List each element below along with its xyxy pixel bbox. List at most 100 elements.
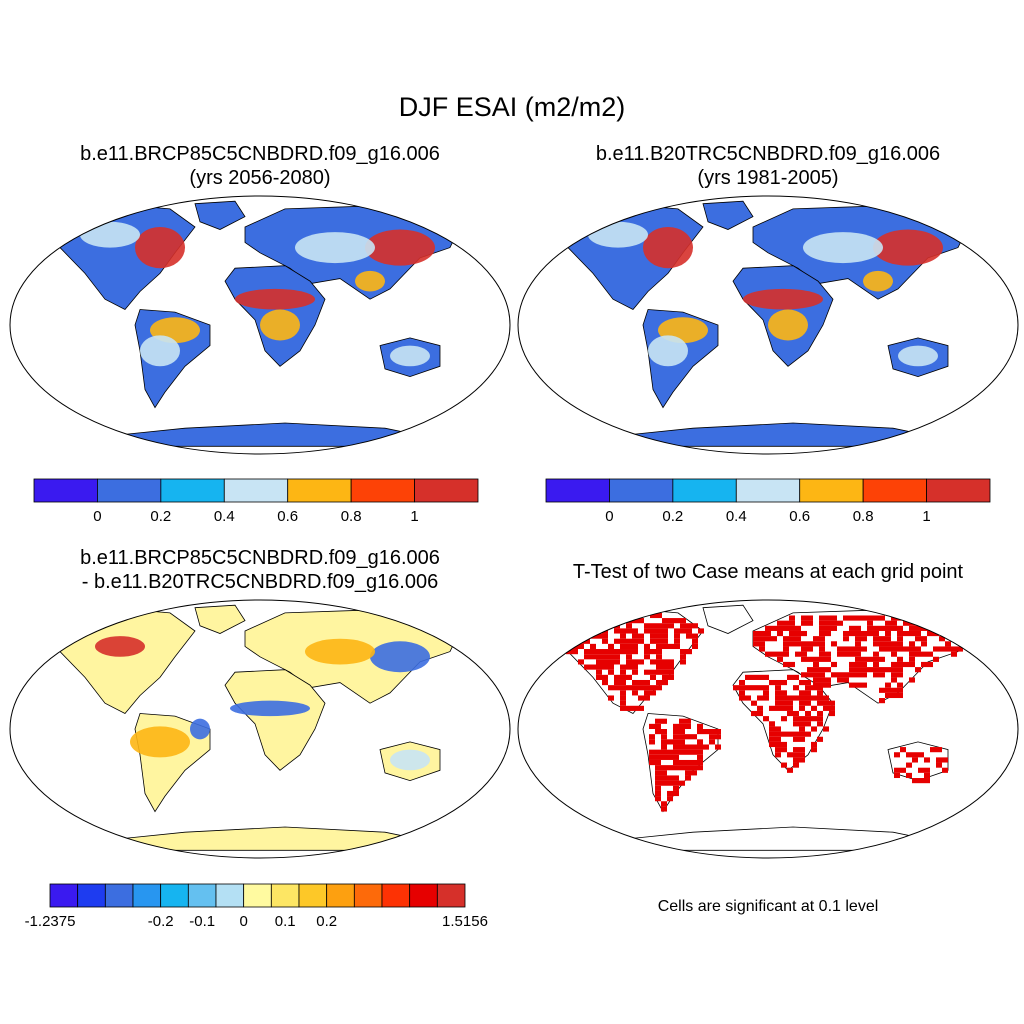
significant-cell: [673, 785, 679, 791]
significant-cell: [897, 687, 903, 693]
significant-cell: [783, 636, 789, 642]
colorbar-swatch: [350, 478, 415, 503]
panel-2-title-line1: b.e11.B20TRC5CNBDRD.f09_g16.006: [595, 143, 941, 165]
significant-cell: [801, 620, 807, 626]
map-region-1: [588, 221, 648, 248]
significant-cell: [831, 672, 837, 678]
significant-cell: [572, 638, 578, 644]
significant-cell: [817, 695, 823, 701]
significant-cell: [921, 636, 927, 642]
significant-cell: [781, 695, 787, 701]
significant-cell: [855, 682, 861, 688]
map-region-3: [370, 641, 430, 673]
colorbar-swatch: [160, 478, 225, 503]
significant-cell: [897, 672, 903, 678]
significant-cell: [620, 649, 626, 655]
significant-cell: [855, 636, 861, 642]
significant-cell: [679, 729, 685, 735]
significant-cell: [673, 744, 679, 750]
significant-cell: [939, 646, 945, 652]
significant-cell: [697, 729, 703, 735]
significant-cell: [855, 656, 861, 662]
significant-cell: [861, 656, 867, 662]
significant-cell: [909, 651, 915, 657]
significant-cell: [855, 641, 861, 647]
significant-cell: [861, 630, 867, 637]
map-region-8: [390, 345, 430, 367]
significant-cell: [861, 615, 867, 621]
significant-cell: [620, 700, 626, 706]
significant-cell: [602, 633, 608, 639]
significant-cell: [813, 656, 819, 662]
significant-cell: [855, 646, 861, 652]
map-region-5: [260, 309, 300, 341]
colorbar-swatch: [926, 478, 991, 503]
significant-cell: [799, 705, 805, 711]
significant-cell: [807, 656, 813, 662]
significant-cell: [638, 679, 644, 686]
significant-cell: [879, 687, 885, 693]
significant-cell: [685, 723, 691, 729]
significant-cell: [855, 667, 861, 673]
significant-cell: [656, 679, 662, 686]
significant-cell: [781, 741, 787, 748]
significant-cell: [781, 762, 787, 768]
significant-cell: [843, 646, 849, 652]
significant-cell: [849, 615, 855, 621]
significant-cell: [662, 618, 668, 624]
significant-cell: [765, 625, 771, 631]
significant-cell: [673, 765, 679, 771]
main-title: DJF ESAI (m2/m2): [398, 92, 626, 122]
significant-cell: [649, 723, 655, 729]
panel-3-title: b.e11.BRCP85C5CNBDRD.f09_g16.006 - b.e11…: [20, 546, 500, 594]
significant-cell: [578, 623, 584, 629]
significant-cell: [614, 685, 620, 691]
significant-cell: [661, 770, 667, 776]
significant-cell: [656, 638, 662, 644]
significant-cell: [739, 695, 745, 701]
significant-cell: [927, 661, 933, 668]
significant-cell: [620, 685, 626, 691]
colorbar-label: 0.8: [341, 508, 362, 525]
significant-cell: [963, 630, 969, 637]
significant-cell: [775, 741, 781, 748]
significant-cell: [801, 615, 807, 621]
significant-cell: [572, 649, 578, 655]
colorbar-swatch: [287, 478, 352, 503]
significant-cell: [906, 762, 912, 768]
significant-cell: [787, 752, 793, 758]
significant-cell: [781, 690, 787, 696]
panel-1-title-line1: b.e11.BRCP85C5CNBDRD.f09_g16.006: [80, 143, 440, 165]
significant-cell: [837, 620, 843, 626]
significant-cell: [936, 747, 942, 753]
map-region-5: [390, 749, 430, 771]
significant-cell: [855, 661, 861, 668]
map-region-5: [768, 309, 808, 341]
significant-cell: [757, 674, 763, 680]
significant-cell: [915, 625, 921, 631]
significant-cell: [753, 636, 759, 642]
significant-cell: [783, 625, 789, 631]
significant-cell: [638, 695, 644, 701]
significant-cell: [775, 736, 781, 742]
significant-cell: [789, 641, 795, 647]
significant-cell: [620, 664, 626, 670]
significant-cell: [795, 651, 801, 657]
significant-cell: [554, 633, 560, 639]
significant-cell: [620, 633, 626, 639]
significant-cell: [936, 757, 942, 763]
significant-cell: [837, 646, 843, 652]
significant-cell: [656, 659, 662, 665]
significant-cell: [662, 659, 668, 665]
colorbar-swatch: [33, 478, 98, 503]
map-region-0: [95, 636, 145, 657]
significant-cell: [650, 659, 656, 665]
colorbar-swatch: [735, 478, 801, 503]
significant-cell: [805, 685, 811, 691]
significant-cell: [909, 656, 915, 662]
significant-cell: [879, 615, 885, 621]
significant-cell: [667, 749, 673, 755]
significant-cell: [787, 700, 793, 706]
continent-africa: [224, 669, 326, 771]
significant-cell: [733, 685, 739, 691]
